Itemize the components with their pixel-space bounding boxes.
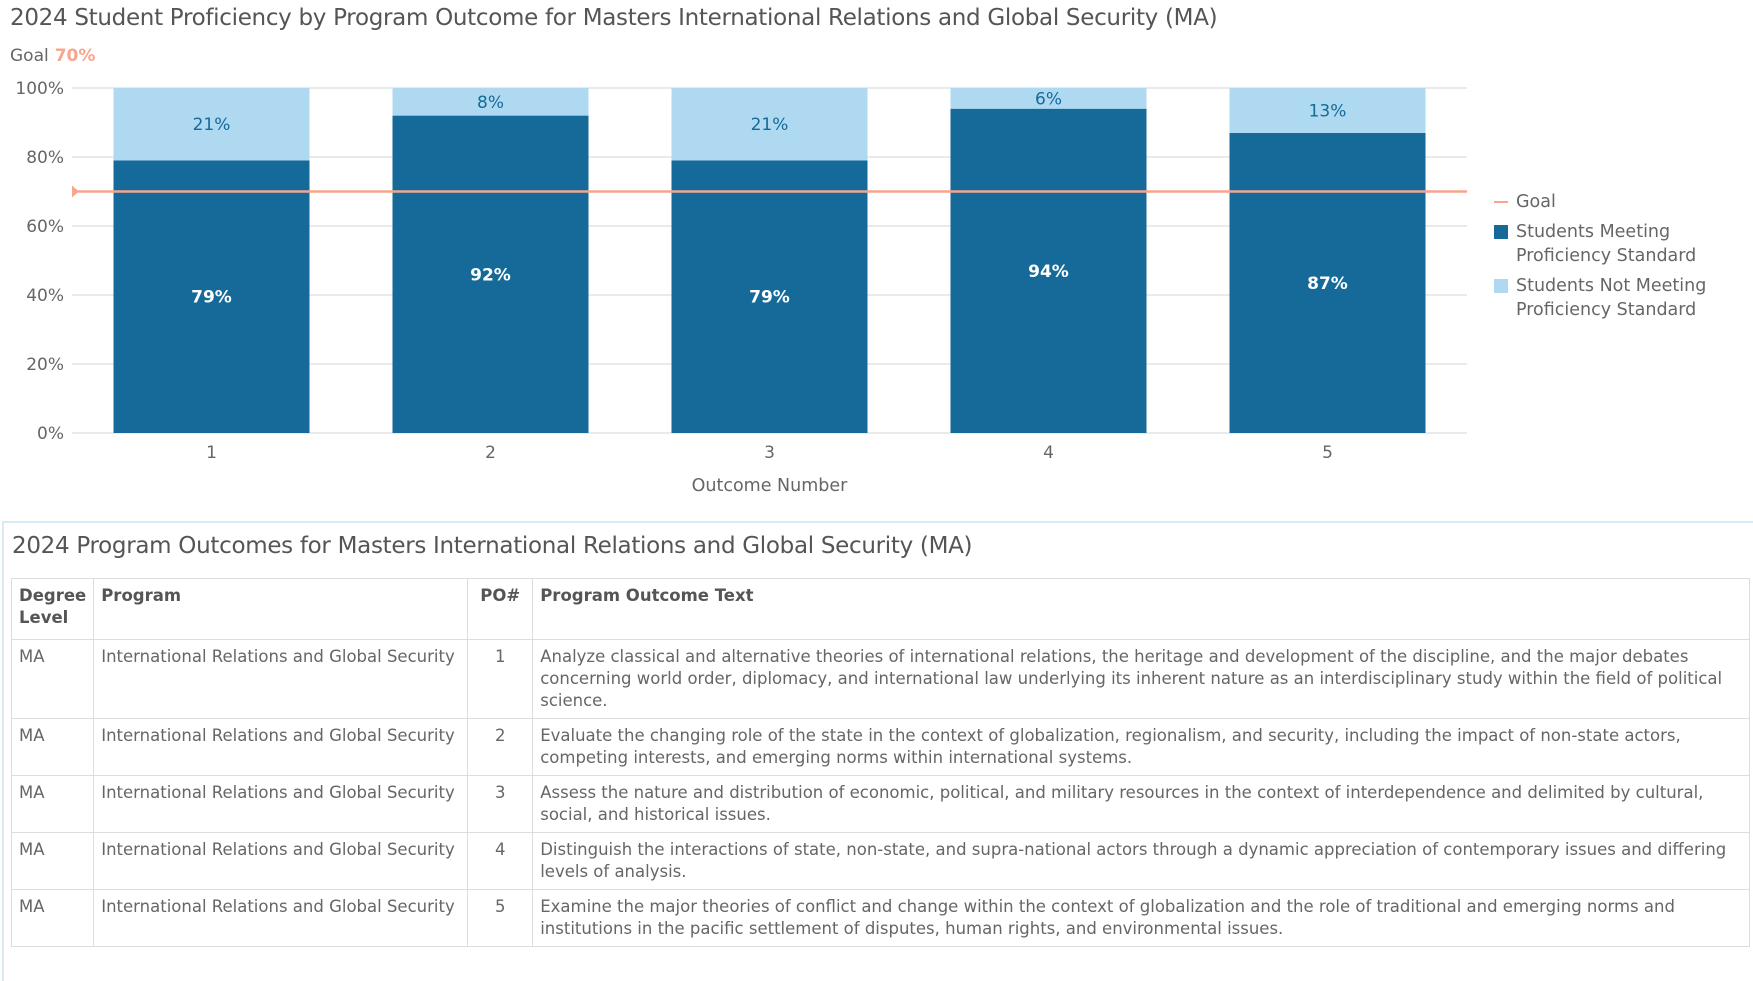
data-label: 79% (191, 288, 232, 308)
data-label: 94% (1028, 262, 1069, 282)
cell-degree-level: MA (10, 889, 95, 947)
goal-indicator: Goal 70% (10, 46, 95, 66)
table-row: MA International Relations and Global Sec… (10, 889, 1750, 947)
cell-outcome-text: Examine the major theories of conflict a… (532, 889, 1750, 947)
table-header-row: Degree Level Program PO# Program Outcome… (10, 578, 1750, 640)
y-tick-label: 100% (15, 79, 64, 99)
y-tick-label: 20% (26, 355, 64, 375)
goal-label: Goal (10, 46, 49, 66)
cell-program: International Relations and Global Secur… (93, 889, 469, 947)
goal-line-swatch (1494, 201, 1508, 203)
y-tick-label: 80% (26, 148, 64, 168)
bar-meeting (1229, 132, 1426, 433)
x-tick-label: 2 (485, 443, 496, 463)
bar-not-meeting (671, 88, 868, 161)
x-tick-label: 3 (764, 443, 775, 463)
outcomes-title: 2024 Program Outcomes for Masters Intern… (12, 533, 973, 559)
y-tick-label: 40% (26, 286, 64, 306)
chart-plot: 0% 20% 40% 60% 80% 100% 79% 21% 1 92% 8% 2 79% 21% 3 94… (15, 79, 1467, 496)
bar-meeting (950, 108, 1147, 433)
table-row: MA International Relations and Global Sec… (10, 718, 1750, 776)
meeting-swatch (1494, 225, 1508, 239)
cell-program: International Relations and Global Secur… (93, 639, 469, 719)
legend-item-goal[interactable]: Goal (1494, 190, 1736, 214)
header-program: Program (93, 578, 469, 640)
bar-meeting (113, 160, 310, 433)
table-row: MA International Relations and Global Sec… (10, 832, 1750, 890)
cell-outcome-text: Evaluate the changing role of the state … (532, 718, 1750, 776)
x-tick-label: 5 (1322, 443, 1333, 463)
cell-outcome-text: Analyze classical and alternative theori… (532, 639, 1750, 719)
cell-program: International Relations and Global Secur… (93, 775, 469, 833)
cell-po-number: 1 (467, 639, 534, 719)
x-tick-label: 4 (1043, 443, 1054, 463)
chart-title: 2024 Student Proficiency by Program Outc… (10, 5, 1218, 31)
table-row: MA International Relations and Global Sec… (10, 775, 1750, 833)
data-label: 6% (1035, 89, 1062, 109)
cell-degree-level: MA (10, 639, 95, 719)
cell-po-number: 3 (467, 775, 534, 833)
cell-degree-level: MA (10, 832, 95, 890)
bar-not-meeting (1229, 88, 1426, 133)
cell-degree-level: MA (10, 775, 95, 833)
not-meeting-swatch (1494, 279, 1508, 293)
outcomes-table: Degree Level Program PO# Program Outcome… (10, 578, 1750, 947)
goal-value: 70% (54, 46, 96, 66)
y-tick-label: 0% (37, 424, 64, 444)
x-tick-label: 1 (206, 443, 217, 463)
cell-po-number: 4 (467, 832, 534, 890)
data-label: 21% (193, 115, 231, 135)
cell-program: International Relations and Global Secur… (93, 832, 469, 890)
bar-not-meeting (113, 88, 310, 161)
data-label: 92% (470, 265, 511, 285)
x-axis-title: Outcome Number (692, 476, 849, 496)
cell-outcome-text: Assess the nature and distribution of ec… (532, 775, 1750, 833)
data-label: 8% (477, 93, 504, 113)
data-label: 21% (751, 115, 789, 135)
data-label: 13% (1309, 101, 1347, 121)
y-tick-label: 60% (26, 217, 64, 237)
table-row: MA International Relations and Global Sec… (10, 639, 1750, 719)
cell-degree-level: MA (10, 718, 95, 776)
legend-item-meeting[interactable]: Students Meeting Proficiency Standard (1494, 220, 1736, 268)
header-degree-level: Degree Level (10, 578, 95, 640)
bar-meeting (392, 115, 589, 433)
data-label: 87% (1307, 274, 1348, 294)
header-po-number: PO# (467, 578, 534, 640)
bar-meeting (671, 160, 868, 433)
outcomes-section: 2024 Program Outcomes for Masters Intern… (2, 521, 1753, 981)
goal-marker-icon (72, 185, 79, 198)
legend: Goal Students Meeting Proficiency Standa… (1494, 190, 1736, 328)
bar-not-meeting (392, 88, 589, 116)
cell-program: International Relations and Global Secur… (93, 718, 469, 776)
cell-po-number: 2 (467, 718, 534, 776)
cell-outcome-text: Distinguish the interactions of state, n… (532, 832, 1750, 890)
legend-item-not-meeting[interactable]: Students Not Meeting Proficiency Standar… (1494, 274, 1736, 322)
cell-po-number: 5 (467, 889, 534, 947)
bar-not-meeting (950, 88, 1147, 109)
header-outcome-text: Program Outcome Text (532, 578, 1750, 640)
data-label: 79% (749, 288, 790, 308)
